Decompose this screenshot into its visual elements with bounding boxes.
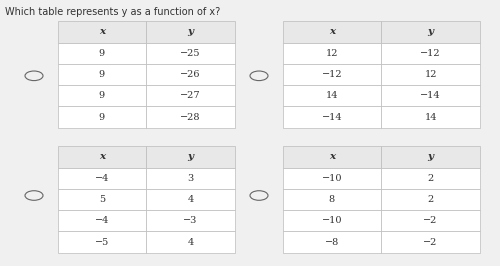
Bar <box>58 210 146 231</box>
Bar <box>382 210 480 231</box>
Bar <box>282 189 382 210</box>
Bar <box>382 64 480 85</box>
Bar <box>146 43 235 64</box>
Text: y: y <box>428 152 434 161</box>
Text: 3: 3 <box>188 174 194 183</box>
Text: 9: 9 <box>99 49 105 58</box>
Text: y: y <box>428 27 434 36</box>
Bar <box>146 106 235 128</box>
Text: 2: 2 <box>428 174 434 183</box>
Text: y: y <box>188 152 194 161</box>
Bar <box>282 85 382 106</box>
Bar <box>58 106 146 128</box>
Text: −25: −25 <box>180 49 201 58</box>
Bar <box>58 21 146 43</box>
Bar <box>382 43 480 64</box>
Bar <box>282 106 382 128</box>
Bar <box>58 43 146 64</box>
Bar <box>282 21 382 43</box>
Text: −14: −14 <box>420 91 441 100</box>
Bar <box>58 64 146 85</box>
Text: 14: 14 <box>326 91 338 100</box>
Text: −5: −5 <box>95 238 109 247</box>
Bar <box>58 231 146 253</box>
Text: 12: 12 <box>326 49 338 58</box>
Text: −8: −8 <box>325 238 339 247</box>
Bar <box>146 210 235 231</box>
Bar <box>382 231 480 253</box>
Text: x: x <box>329 27 335 36</box>
Bar <box>282 64 382 85</box>
Bar <box>282 146 382 168</box>
Text: −12: −12 <box>322 70 342 79</box>
Bar <box>58 168 146 189</box>
Text: 8: 8 <box>329 195 335 204</box>
Bar <box>146 231 235 253</box>
Text: −10: −10 <box>322 216 342 225</box>
Text: x: x <box>329 152 335 161</box>
Text: −28: −28 <box>180 113 201 122</box>
Text: 9: 9 <box>99 113 105 122</box>
Bar <box>382 146 480 168</box>
Text: y: y <box>188 27 194 36</box>
Text: −2: −2 <box>424 238 438 247</box>
Text: x: x <box>99 152 105 161</box>
Bar <box>382 21 480 43</box>
Bar <box>146 146 235 168</box>
Text: −26: −26 <box>180 70 201 79</box>
Text: Which table represents y as a function of x?: Which table represents y as a function o… <box>5 7 220 17</box>
Bar <box>382 85 480 106</box>
Bar <box>382 189 480 210</box>
Bar <box>282 43 382 64</box>
Bar <box>146 64 235 85</box>
Text: −2: −2 <box>424 216 438 225</box>
Bar <box>146 189 235 210</box>
Text: −10: −10 <box>322 174 342 183</box>
Bar <box>382 168 480 189</box>
Text: −27: −27 <box>180 91 201 100</box>
Text: 4: 4 <box>188 238 194 247</box>
Text: −14: −14 <box>322 113 342 122</box>
Text: 9: 9 <box>99 91 105 100</box>
Text: 14: 14 <box>424 113 437 122</box>
Bar <box>58 85 146 106</box>
Bar <box>146 85 235 106</box>
Text: 2: 2 <box>428 195 434 204</box>
Bar <box>382 106 480 128</box>
Text: 4: 4 <box>188 195 194 204</box>
Text: 9: 9 <box>99 70 105 79</box>
Bar <box>282 210 382 231</box>
Text: 5: 5 <box>99 195 105 204</box>
Bar <box>282 231 382 253</box>
Bar <box>58 189 146 210</box>
Bar <box>58 146 146 168</box>
Text: −4: −4 <box>94 216 109 225</box>
Bar <box>146 168 235 189</box>
Text: 12: 12 <box>424 70 437 79</box>
Bar <box>282 168 382 189</box>
Text: −4: −4 <box>94 174 109 183</box>
Text: −3: −3 <box>184 216 198 225</box>
Text: −12: −12 <box>420 49 441 58</box>
Text: x: x <box>99 27 105 36</box>
Bar <box>146 21 235 43</box>
